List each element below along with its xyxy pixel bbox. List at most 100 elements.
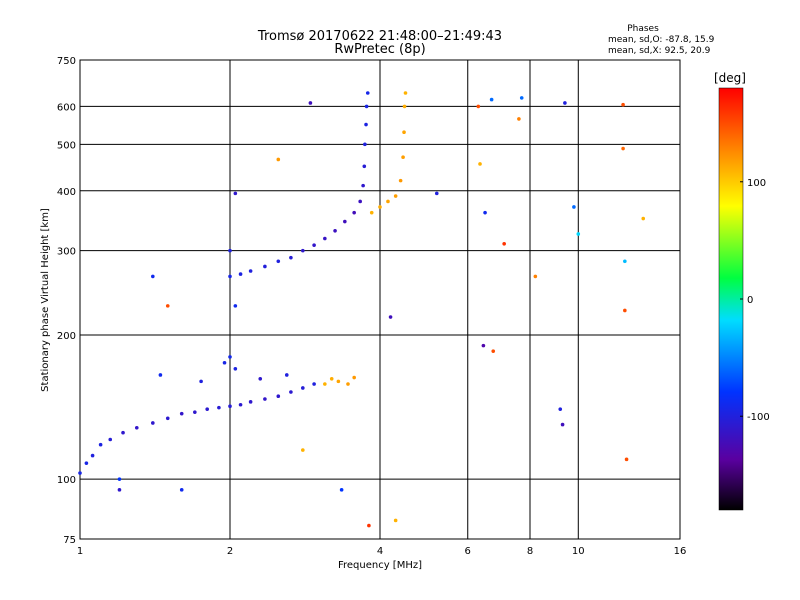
data-point (193, 410, 197, 414)
data-point (558, 407, 563, 411)
data-point (121, 430, 125, 435)
y-tick-label: 750 (57, 56, 76, 67)
data-point (352, 375, 356, 380)
data-point (312, 243, 316, 247)
data-point (179, 411, 184, 416)
data-point (276, 259, 281, 264)
y-tick-label: 400 (57, 187, 76, 198)
x-axis-ticks: 1 2 4 6 8 10 16 (77, 546, 687, 557)
x-tick-label: 8 (527, 546, 533, 557)
data-point (238, 272, 243, 276)
data-point (388, 315, 393, 319)
data-point (312, 382, 316, 386)
data-point (289, 390, 293, 394)
colorbar-tick-label: 100 (747, 178, 766, 189)
data-point (233, 366, 238, 371)
data-point (363, 142, 367, 147)
x-axis-label: Frequency [MHz] (338, 560, 422, 571)
data-point (308, 101, 313, 105)
data-point (84, 461, 89, 465)
phases-heading: Phases (627, 24, 659, 34)
y-tick-label: 300 (57, 247, 76, 258)
data-point (362, 164, 367, 169)
phases-o-mode: mean, sd,O: -87.8, 15.9 (608, 35, 715, 45)
data-point (276, 157, 281, 162)
data-point (560, 422, 565, 427)
data-points (78, 91, 646, 528)
data-point (641, 216, 646, 221)
x-tick-label: 2 (227, 546, 233, 557)
data-point (621, 146, 625, 151)
data-point (289, 255, 293, 260)
data-point (98, 442, 103, 447)
data-point (369, 210, 374, 215)
data-point (117, 477, 122, 481)
data-point (346, 382, 350, 386)
grid-lines (80, 60, 680, 539)
data-point (263, 397, 267, 401)
data-point (228, 248, 232, 253)
y-tick-label: 500 (57, 140, 76, 151)
data-point (199, 379, 203, 384)
data-point (483, 210, 487, 215)
data-point (402, 104, 407, 109)
data-point (367, 523, 371, 528)
data-point (393, 194, 398, 198)
data-point (386, 199, 390, 204)
data-point (228, 355, 232, 359)
data-point (361, 183, 365, 188)
data-point (228, 274, 232, 279)
y-tick-label: 200 (57, 331, 76, 342)
data-point (502, 241, 506, 246)
data-point (233, 304, 238, 308)
data-point (623, 308, 627, 313)
data-point (165, 416, 170, 421)
data-point (478, 162, 482, 166)
data-point (333, 228, 337, 233)
data-point (78, 471, 82, 475)
data-point (402, 130, 406, 135)
data-point (205, 407, 209, 411)
x-tick-label: 6 (465, 546, 471, 557)
data-point (491, 349, 496, 353)
data-point (403, 91, 408, 95)
data-point (222, 360, 227, 365)
data-point (481, 343, 486, 348)
data-point (151, 421, 155, 425)
data-point (158, 373, 163, 377)
data-point (343, 219, 347, 224)
data-point (519, 96, 524, 100)
data-point (358, 199, 362, 204)
data-point (576, 232, 581, 236)
data-point (248, 269, 253, 273)
data-point (258, 376, 263, 381)
data-point (284, 373, 289, 377)
data-point (393, 518, 398, 523)
chart-title: Tromsø 20170622 21:48:00–21:49:43 (257, 29, 502, 44)
data-point (301, 386, 305, 390)
data-point (476, 104, 481, 109)
data-point (90, 453, 95, 458)
data-point (572, 205, 576, 209)
data-point (301, 248, 305, 253)
x-tick-label: 4 (377, 546, 383, 557)
data-point (323, 382, 327, 386)
data-point (117, 488, 122, 492)
y-axis-label: Stationary phase Virtual Height [km] (40, 208, 51, 392)
chart-subtitle: RwPretec (8p) (334, 42, 425, 57)
data-point (623, 259, 627, 264)
data-point (228, 404, 232, 409)
data-point (329, 376, 334, 381)
data-point (352, 210, 356, 215)
data-point (489, 97, 494, 102)
data-point (378, 205, 382, 209)
data-point (301, 448, 305, 452)
data-point (364, 104, 369, 109)
data-point (517, 117, 521, 121)
data-point (165, 304, 170, 308)
data-point (323, 236, 327, 241)
data-point (248, 400, 253, 404)
data-point (134, 426, 139, 430)
data-point (263, 264, 267, 269)
